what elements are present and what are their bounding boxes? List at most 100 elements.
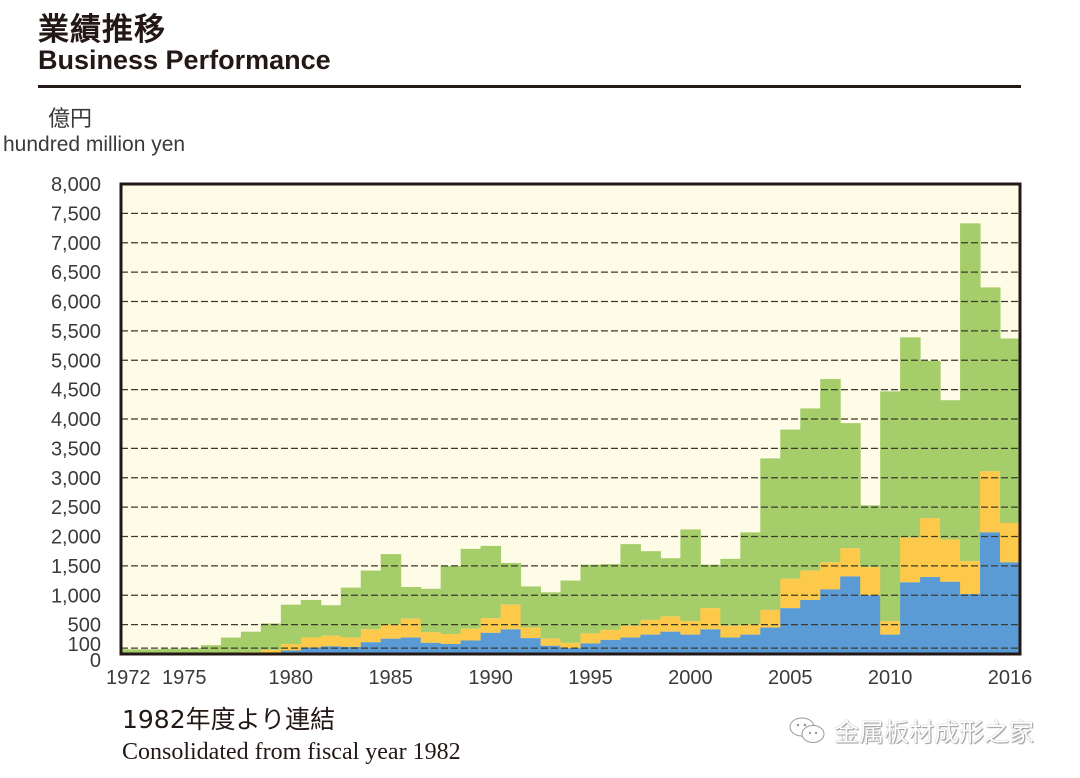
- bar-segment-green-1991: [500, 562, 522, 605]
- bar-segment-yellow-2012: [920, 518, 941, 578]
- bar-segment-blue-2008: [840, 576, 861, 654]
- bar-segment-green-2016: [1000, 338, 1021, 523]
- bar-segment-green-1986: [400, 587, 422, 619]
- bar-segment-blue-1988: [440, 644, 462, 654]
- y-tick-label: 500: [68, 615, 101, 637]
- bar-segment-yellow-1992: [520, 627, 542, 639]
- plot-frame: [119, 182, 1022, 656]
- bar-segment-green-1972: [121, 649, 142, 654]
- bar-segment-blue-1982: [320, 646, 342, 654]
- y-tick-label: 6,500: [51, 262, 101, 284]
- bar-segment-blue-1981: [300, 647, 322, 654]
- bar-segment-green-1973: [140, 649, 162, 654]
- bar-segment-yellow-2010: [880, 621, 901, 635]
- bar-segment-yellow-1991: [500, 604, 522, 630]
- y-tick-label: 4,500: [51, 380, 101, 402]
- bar-segment-yellow-1987: [420, 632, 442, 643]
- bar-segment-blue-1980: [280, 650, 302, 654]
- bar-segment-yellow-2015: [980, 471, 1001, 533]
- bar-segment-green-2012: [920, 360, 941, 519]
- bar-segment-blue-2006: [800, 599, 821, 654]
- bar-segment-green-2013: [940, 400, 961, 540]
- y-tick-label: 3,000: [51, 468, 101, 490]
- y-tick-label: 7,000: [51, 233, 101, 255]
- bar-segment-yellow-1996: [600, 629, 621, 640]
- bar-segment-green-1984: [360, 570, 382, 630]
- bar-segment-yellow-1989: [460, 628, 482, 641]
- y-tick-label: 4,000: [51, 409, 101, 431]
- x-tick-label: 1985: [368, 667, 413, 689]
- bar-segment-blue-2000: [680, 634, 701, 654]
- x-tick-label: 1975: [162, 667, 207, 689]
- bar-segment-green-2006: [800, 408, 821, 571]
- bar-segment-yellow-1993: [540, 638, 562, 646]
- bar-segment-green-2011: [900, 337, 921, 538]
- bar-segment-green-1979: [260, 623, 282, 650]
- bar-segment-green-1993: [540, 592, 562, 639]
- watermark-text: 金属板材成形之家: [834, 718, 1035, 747]
- bar-segment-green-1981: [300, 599, 322, 638]
- x-tick-label: 2010: [868, 667, 913, 689]
- bar-segment-green-2004: [760, 458, 781, 610]
- bar-segment-blue-1999: [660, 631, 681, 654]
- bar-segment-yellow-1995: [580, 633, 601, 644]
- bar-segment-yellow-2016: [1000, 522, 1021, 563]
- page-title-jp: 業績推移: [38, 12, 166, 48]
- bar-segment-green-2010: [880, 391, 901, 622]
- bar-segment-yellow-1983: [340, 637, 362, 647]
- wechat-icon: [788, 716, 828, 746]
- bar-segment-blue-1998: [640, 634, 661, 654]
- bar-segment-blue-1990: [480, 632, 502, 654]
- bar-segment-green-1997: [620, 544, 641, 626]
- bar-segment-blue-1985: [380, 638, 402, 654]
- bar-segment-green-1982: [320, 605, 342, 636]
- bar-segment-blue-2014: [960, 594, 981, 654]
- bar-segment-blue-1994: [560, 648, 581, 654]
- x-tick-label: 2000: [668, 667, 713, 689]
- y-tick-label: 0: [90, 650, 101, 672]
- bar-segment-yellow-1979: [260, 649, 282, 653]
- bar-segment-green-1996: [600, 564, 621, 630]
- bar-segment-blue-2003: [740, 634, 761, 654]
- bar-segment-blue-2009: [860, 595, 881, 654]
- bar-segment-green-1975: [180, 648, 202, 654]
- bar-segment-blue-2005: [780, 608, 801, 654]
- bar-segment-blue-2007: [820, 589, 841, 654]
- bar-segment-yellow-1988: [440, 634, 462, 645]
- x-tick-label: 1990: [468, 667, 513, 689]
- caption-jp: 1982年度より連結: [122, 705, 336, 734]
- bar-segment-green-2015: [980, 287, 1001, 472]
- bar-segment-green-1987: [420, 588, 442, 633]
- bar-segment-blue-2012: [920, 577, 941, 654]
- bar-segment-blue-2011: [900, 582, 921, 654]
- bar-segment-green-2000: [680, 529, 701, 622]
- bar-segment-blue-2002: [720, 637, 741, 654]
- bar-segment-yellow-1990: [480, 618, 502, 633]
- bar-segment-blue-1984: [360, 642, 382, 654]
- y-axis-unit-en: hundred million yen: [3, 133, 186, 156]
- bar-segment-yellow-2005: [780, 578, 801, 609]
- y-tick-label: 6,000: [51, 292, 101, 314]
- y-tick-label: 1,500: [51, 556, 101, 578]
- bar-segment-yellow-2008: [840, 548, 861, 577]
- bar-segment-green-1989: [460, 548, 482, 629]
- x-tick-label: 2016: [988, 667, 1033, 689]
- bar-segment-yellow-2000: [680, 621, 701, 635]
- y-tick-label: 8,000: [51, 174, 101, 196]
- y-tick-label: 5,500: [51, 321, 101, 343]
- bar-segment-yellow-1984: [360, 629, 382, 643]
- bar-segment-yellow-2011: [900, 537, 921, 583]
- title-divider: [38, 85, 1021, 88]
- bar-segment-yellow-2003: [740, 624, 761, 635]
- bar-segment-blue-2016: [1000, 562, 1021, 654]
- y-tick-label: 5,000: [51, 350, 101, 372]
- x-tick-label: 1972: [106, 667, 151, 689]
- bar-segment-yellow-1981: [300, 637, 322, 648]
- bar-segment-green-2002: [720, 558, 741, 626]
- bar-segment-green-1977: [220, 637, 242, 654]
- bar-segment-blue-1989: [460, 640, 482, 654]
- bar-segment-blue-1996: [600, 639, 621, 654]
- bar-segment-blue-1991: [500, 629, 522, 654]
- bar-segment-yellow-1998: [640, 619, 661, 635]
- bar-segment-blue-1995: [580, 643, 601, 654]
